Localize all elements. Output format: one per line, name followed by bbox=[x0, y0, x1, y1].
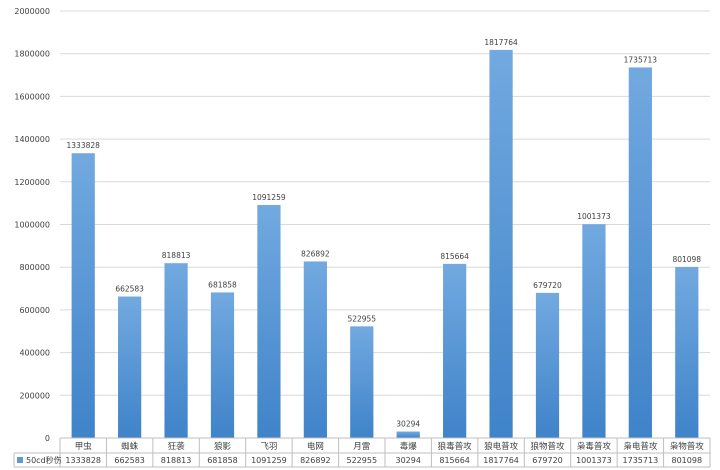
data-label: 1333828 bbox=[67, 141, 101, 150]
category-label: 蜘蛛 bbox=[121, 441, 139, 452]
data-label: 801098 bbox=[672, 255, 701, 264]
data-label: 1001373 bbox=[577, 212, 611, 221]
category-label: 狼毒普攻 bbox=[438, 441, 473, 452]
data-label: 679720 bbox=[533, 281, 562, 290]
y-tick-label: 1400000 bbox=[14, 135, 50, 144]
table-cell-value: 1817764 bbox=[483, 456, 519, 465]
bar bbox=[303, 261, 327, 438]
y-axis-ticks: 0 200000 400000 600000 800000 1000000 1200000 1… bbox=[14, 7, 50, 443]
gridlines bbox=[60, 10, 710, 396]
data-labels: 1333828 662583 818813 681858 1091259 826892 52… bbox=[67, 38, 702, 429]
y-tick-label: 1800000 bbox=[14, 50, 50, 59]
bar bbox=[396, 431, 420, 438]
data-label: 681858 bbox=[208, 280, 237, 289]
category-label: 枭电普攻 bbox=[623, 441, 658, 452]
bar bbox=[582, 224, 606, 438]
y-tick-label: 800000 bbox=[19, 263, 50, 272]
bar bbox=[628, 67, 652, 438]
bar bbox=[164, 263, 188, 438]
y-tick-label: 2000000 bbox=[14, 7, 50, 16]
legend-swatch bbox=[17, 457, 23, 463]
table-cell-value: 1333828 bbox=[65, 456, 101, 465]
table-cell-value: 662583 bbox=[114, 456, 145, 465]
y-tick-label: 1200000 bbox=[14, 178, 50, 187]
category-label: 狼电普攻 bbox=[484, 441, 519, 452]
table-cell-value: 30294 bbox=[395, 456, 420, 465]
y-tick-label: 600000 bbox=[19, 306, 50, 315]
category-label: 电网 bbox=[307, 441, 324, 452]
table-cell-value: 815664 bbox=[439, 456, 470, 465]
table-cell-value: 818813 bbox=[161, 456, 192, 465]
category-label: 狂袭 bbox=[168, 441, 186, 452]
category-label: 狼影 bbox=[214, 441, 232, 452]
data-label: 815664 bbox=[440, 252, 469, 261]
y-tick-label: 0 bbox=[45, 434, 50, 443]
data-label: 1817764 bbox=[484, 38, 518, 47]
bar bbox=[443, 263, 467, 438]
bar bbox=[210, 292, 235, 438]
category-label: 月雷 bbox=[353, 442, 370, 452]
bar bbox=[257, 205, 281, 438]
bars bbox=[71, 49, 699, 439]
table-cell-value: 1735713 bbox=[623, 456, 659, 465]
data-label: 1091259 bbox=[252, 193, 286, 202]
y-tick-label: 400000 bbox=[19, 349, 50, 358]
y-tick-label: 1600000 bbox=[14, 92, 50, 101]
data-table: 甲虫 1333828 蜘蛛 662583 狂袭 818813 狼影 681858 飞羽 10912… bbox=[13, 437, 711, 468]
bar bbox=[350, 326, 374, 438]
data-label: 826892 bbox=[301, 249, 330, 258]
bar bbox=[118, 296, 142, 438]
category-label: 飞羽 bbox=[260, 442, 277, 452]
table-cell-value: 522955 bbox=[347, 456, 378, 465]
category-label: 狼物普攻 bbox=[530, 441, 565, 452]
bar bbox=[489, 49, 513, 439]
category-label: 枭物普攻 bbox=[670, 441, 705, 452]
y-tick-label: 200000 bbox=[19, 391, 50, 400]
table-cell-value: 826892 bbox=[300, 456, 331, 465]
category-label: 枭毒普攻 bbox=[577, 441, 612, 452]
y-tick-label: 1000000 bbox=[14, 221, 50, 230]
data-label: 662583 bbox=[115, 285, 144, 294]
table-cell-value: 801098 bbox=[672, 456, 703, 465]
data-label: 818813 bbox=[162, 251, 191, 260]
data-label: 30294 bbox=[396, 420, 420, 429]
category-label: 甲虫 bbox=[75, 441, 93, 452]
legend-series-name: 50cd秒伤 bbox=[26, 455, 62, 465]
bar bbox=[535, 292, 560, 438]
data-label: 1735713 bbox=[624, 55, 658, 64]
bar bbox=[675, 266, 699, 438]
data-label: 522955 bbox=[347, 314, 376, 323]
table-cell-value: 679720 bbox=[532, 456, 563, 465]
table-cell-value: 681858 bbox=[207, 456, 238, 465]
table-cell-value: 1001373 bbox=[576, 456, 612, 465]
bar bbox=[71, 153, 95, 438]
table-cell-value: 1091259 bbox=[251, 456, 287, 465]
category-label: 毒爆 bbox=[400, 441, 418, 452]
